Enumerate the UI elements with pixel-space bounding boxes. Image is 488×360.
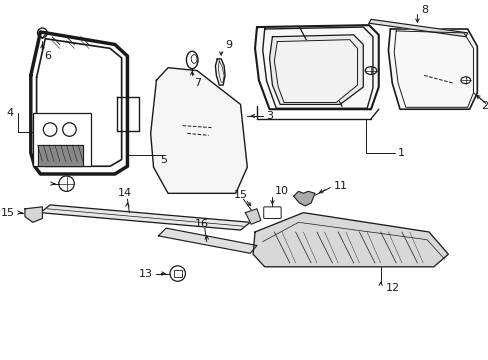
Text: 1: 1 — [397, 148, 404, 158]
Polygon shape — [368, 19, 467, 37]
Text: 2: 2 — [481, 101, 488, 111]
FancyBboxPatch shape — [33, 113, 91, 166]
Text: 13: 13 — [138, 269, 152, 279]
Polygon shape — [25, 207, 42, 222]
Polygon shape — [150, 68, 247, 193]
Text: 8: 8 — [421, 5, 427, 15]
FancyBboxPatch shape — [174, 270, 181, 278]
Polygon shape — [215, 59, 224, 85]
Text: 3: 3 — [266, 111, 273, 121]
Text: 5: 5 — [160, 156, 166, 166]
Text: 11: 11 — [334, 181, 347, 190]
Text: 4: 4 — [6, 108, 13, 118]
Text: 10: 10 — [274, 186, 288, 197]
Polygon shape — [245, 209, 260, 224]
Polygon shape — [255, 25, 378, 109]
FancyBboxPatch shape — [263, 207, 281, 219]
Polygon shape — [387, 29, 476, 109]
Text: 7: 7 — [194, 78, 201, 88]
Polygon shape — [253, 213, 447, 267]
Polygon shape — [38, 145, 83, 166]
Text: 12: 12 — [385, 283, 399, 293]
Text: 14: 14 — [117, 188, 131, 198]
Text: 15: 15 — [233, 190, 247, 200]
Polygon shape — [41, 205, 250, 230]
Polygon shape — [274, 40, 357, 103]
Text: 16: 16 — [195, 219, 208, 229]
Polygon shape — [293, 192, 314, 206]
Polygon shape — [269, 35, 363, 104]
Text: 9: 9 — [224, 40, 232, 50]
Text: 15: 15 — [0, 208, 14, 218]
Polygon shape — [158, 228, 256, 253]
Text: 6: 6 — [44, 51, 51, 61]
